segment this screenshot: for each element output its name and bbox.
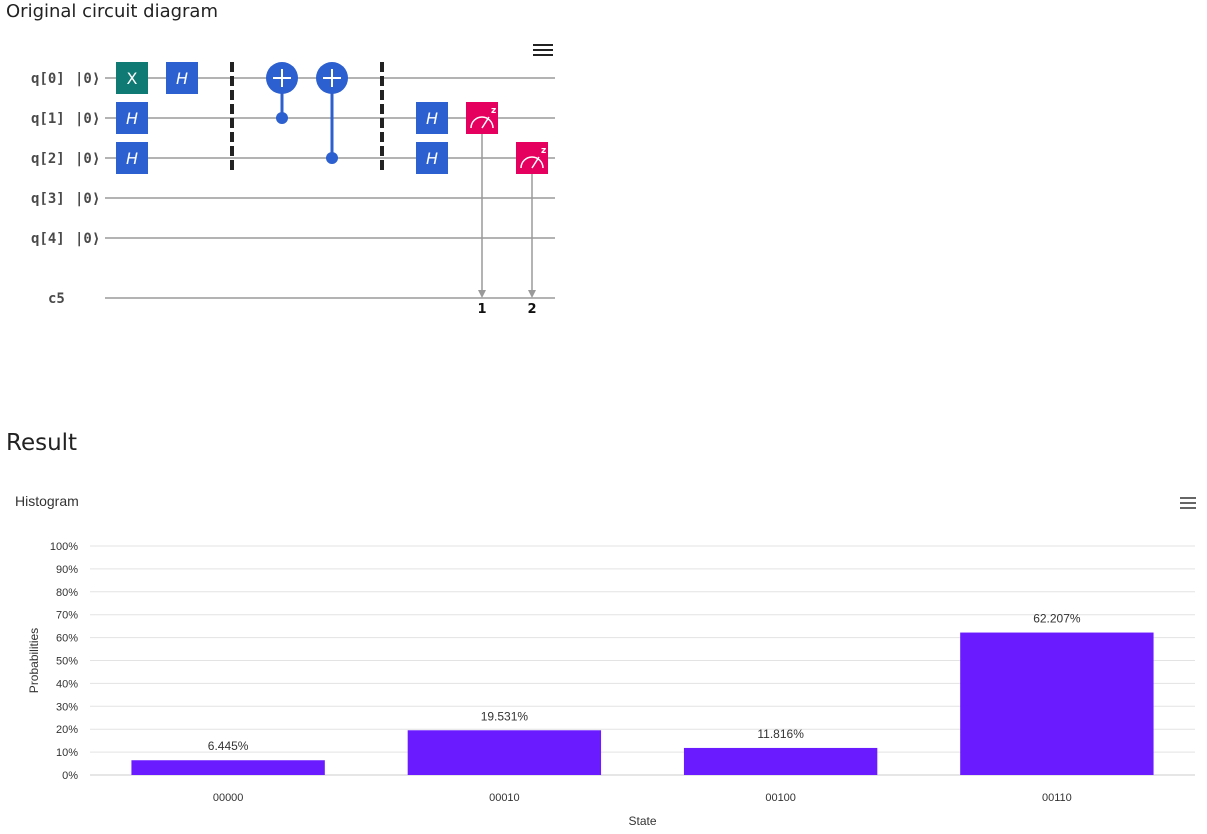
measure-bit-label-1: 1 — [477, 302, 486, 317]
y-tick-label: 50% — [56, 656, 78, 668]
y-tick-label: 10% — [56, 747, 78, 759]
qubit-init-0: |0⟩ — [75, 71, 100, 87]
measure-bit-label-2: 2 — [527, 302, 536, 317]
x-tick-label: 00100 — [765, 792, 796, 804]
data-label: 19.531% — [481, 709, 529, 723]
chart-data-labels: 6.445% 19.531% 11.816% 62.207% — [208, 612, 1081, 754]
circuit-menu-icon[interactable] — [533, 44, 553, 58]
qubit-label-1: q[1] — [31, 111, 65, 127]
y-tick-label: 0% — [62, 770, 78, 782]
y-tick-label: 30% — [56, 701, 78, 713]
y-tick-label: 90% — [56, 564, 78, 576]
qubit-label-4: q[4] — [31, 231, 65, 247]
svg-text:H: H — [176, 69, 188, 88]
data-label: 6.445% — [208, 739, 249, 753]
qubit-label-2: q[2] — [31, 151, 65, 167]
svg-text:H: H — [126, 109, 138, 128]
qubit-init-3: |0⟩ — [75, 191, 100, 207]
measure-gate-q2[interactable]: z — [516, 142, 548, 298]
h-gate-q0[interactable]: H — [166, 62, 198, 94]
qubit-init-2: |0⟩ — [75, 151, 100, 167]
y-tick-label: 20% — [56, 724, 78, 736]
h-gate-q1-second[interactable]: H — [416, 102, 448, 134]
cnot-gate-q1-q0[interactable] — [266, 62, 298, 124]
qubit-label-3: q[3] — [31, 191, 65, 207]
qubit-init-4: |0⟩ — [75, 231, 100, 247]
y-axis-title: Probabilities — [27, 628, 41, 693]
x-gate-q0[interactable]: X — [116, 62, 148, 94]
data-label: 11.816% — [757, 727, 804, 741]
cnot-gate-q2-q0[interactable] — [316, 62, 348, 164]
result-title: Result — [6, 430, 78, 456]
histogram-menu-icon[interactable] — [1180, 497, 1196, 509]
y-tick-label: 80% — [56, 587, 78, 599]
svg-text:H: H — [426, 109, 438, 128]
histogram-title: Histogram — [15, 493, 79, 509]
svg-text:z: z — [491, 106, 496, 116]
chart-x-ticks: 00000 00010 00100 00110 — [213, 792, 1072, 804]
circuit-title: Original circuit diagram — [6, 1, 218, 22]
circuit-diagram: q[0] |0⟩ q[1] |0⟩ q[2] |0⟩ q[3] |0⟩ q[4]… — [31, 62, 555, 317]
classical-register-label: c5 — [48, 291, 65, 307]
y-tick-label: 100% — [50, 541, 78, 553]
h-gate-q2[interactable]: H — [116, 142, 148, 174]
h-gate-q2-second[interactable]: H — [416, 142, 448, 174]
svg-text:z: z — [541, 146, 546, 156]
bar-00010[interactable] — [407, 730, 602, 775]
bar-00000[interactable] — [131, 760, 325, 775]
svg-text:X: X — [127, 69, 138, 88]
y-tick-label: 70% — [56, 610, 78, 622]
data-label: 62.207% — [1033, 612, 1081, 626]
bar-00110[interactable] — [960, 632, 1154, 775]
svg-text:H: H — [126, 149, 138, 168]
y-tick-label: 40% — [56, 678, 78, 690]
x-tick-label: 00000 — [213, 792, 244, 804]
y-tick-label: 60% — [56, 633, 78, 645]
qubit-init-1: |0⟩ — [75, 111, 100, 127]
x-tick-label: 00010 — [489, 792, 520, 804]
h-gate-q1[interactable]: H — [116, 102, 148, 134]
qubit-label-0: q[0] — [31, 71, 65, 87]
svg-text:H: H — [426, 149, 438, 168]
bar-00100[interactable] — [683, 747, 878, 775]
chart-y-ticks: 0% 10% 20% 30% 40% 50% 60% 70% 80% 90% 100% — [50, 541, 78, 782]
x-axis-title: State — [628, 814, 656, 828]
chart-bars — [131, 632, 1154, 775]
x-tick-label: 00110 — [1042, 792, 1072, 804]
measure-gate-q1[interactable]: z — [466, 102, 498, 298]
